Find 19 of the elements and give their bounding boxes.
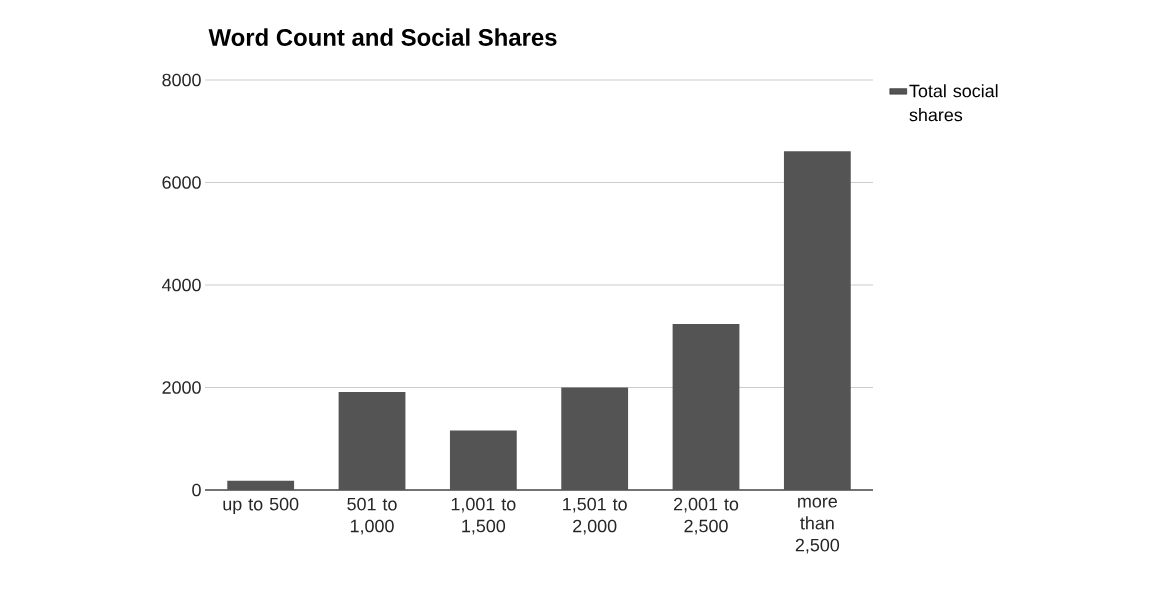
y-tick-label: 2000 [162, 381, 201, 394]
x-tick-label: more than 2,500 [795, 497, 840, 554]
y-tick-label: 6000 [162, 176, 201, 189]
y-tick-label: 4000 [162, 278, 201, 292]
bar [338, 392, 406, 490]
chart-title: Word Count and Social Shares [208, 28, 557, 46]
y-tick-label: 0 [192, 483, 201, 497]
x-tick-label: 501 to 1,000 [347, 497, 397, 535]
x-tick-label: 2,001 to 2,500 [674, 497, 739, 535]
bar [227, 480, 295, 490]
bar [449, 430, 517, 490]
x-tick-label: 1,001 to 1,500 [451, 497, 516, 535]
x-tick-label: 1,501 to 2,000 [563, 497, 627, 535]
bar [783, 151, 851, 490]
bar [561, 387, 629, 490]
x-tick-label: up to 500 [223, 497, 299, 514]
bar [672, 323, 740, 490]
y-tick-label: 8000 [162, 73, 201, 87]
legend-label: Total social shares [909, 84, 998, 122]
